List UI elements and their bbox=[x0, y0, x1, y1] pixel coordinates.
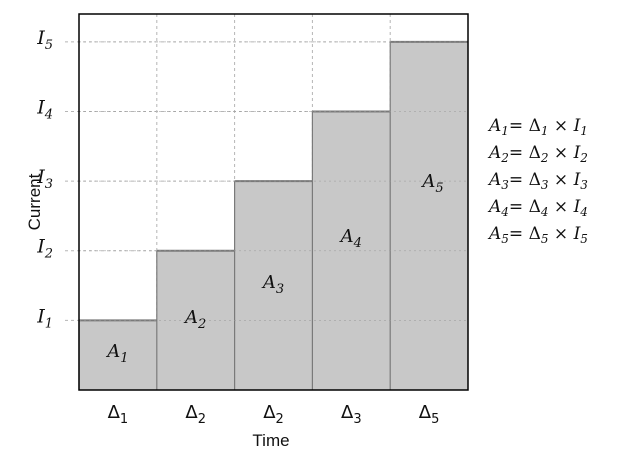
area-equation: A1= Δ1 × I1 bbox=[487, 116, 588, 138]
x-tick-label: Δ1 bbox=[108, 402, 129, 427]
bar-area-label: A1 bbox=[105, 341, 128, 366]
y-tick-label: I5 bbox=[36, 27, 53, 53]
x-tick-label: Δ2 bbox=[185, 402, 206, 427]
plot-frame bbox=[78, 13, 469, 391]
y-tick-label: I4 bbox=[36, 96, 53, 122]
bar-area-labels: A1 A2 A3 A4 A5 bbox=[105, 171, 443, 366]
y-tick-label: I3 bbox=[36, 166, 53, 192]
area-equation: A3= Δ3 × I3 bbox=[487, 170, 588, 192]
bar-area-label: A4 bbox=[339, 226, 362, 251]
bar bbox=[390, 41, 468, 390]
area-equation: A5= Δ5 × I5 bbox=[487, 224, 588, 246]
bar-area-label: A5 bbox=[420, 171, 443, 196]
bar bbox=[79, 320, 157, 390]
x-axis-label: Time bbox=[252, 431, 289, 450]
x-tick-labels: Δ1 Δ2 Δ2 Δ3 Δ5 bbox=[108, 402, 440, 427]
y-axis-label: Current bbox=[25, 173, 44, 230]
y-tick-label: I1 bbox=[36, 305, 53, 331]
x-tick-label: Δ5 bbox=[419, 402, 440, 427]
bar-area-label: A2 bbox=[183, 307, 206, 332]
area-equation: A4= Δ4 × I4 bbox=[487, 197, 588, 219]
area-equation: A2= Δ2 × I2 bbox=[487, 143, 588, 165]
y-tick-label: I2 bbox=[36, 236, 53, 262]
y-tick-labels: I1 I2 I3 I4 I5 bbox=[36, 27, 53, 332]
bars bbox=[78, 40, 468, 391]
area-equations: A1= Δ1 × I1 A2= Δ2 × I2 A3= Δ3 × I3 A4= Δ4 … bbox=[487, 116, 588, 246]
bar bbox=[234, 181, 313, 390]
x-tick-label: Δ3 bbox=[341, 402, 362, 427]
bar-area-label: A3 bbox=[261, 272, 284, 297]
x-tick-label: Δ2 bbox=[263, 402, 284, 427]
